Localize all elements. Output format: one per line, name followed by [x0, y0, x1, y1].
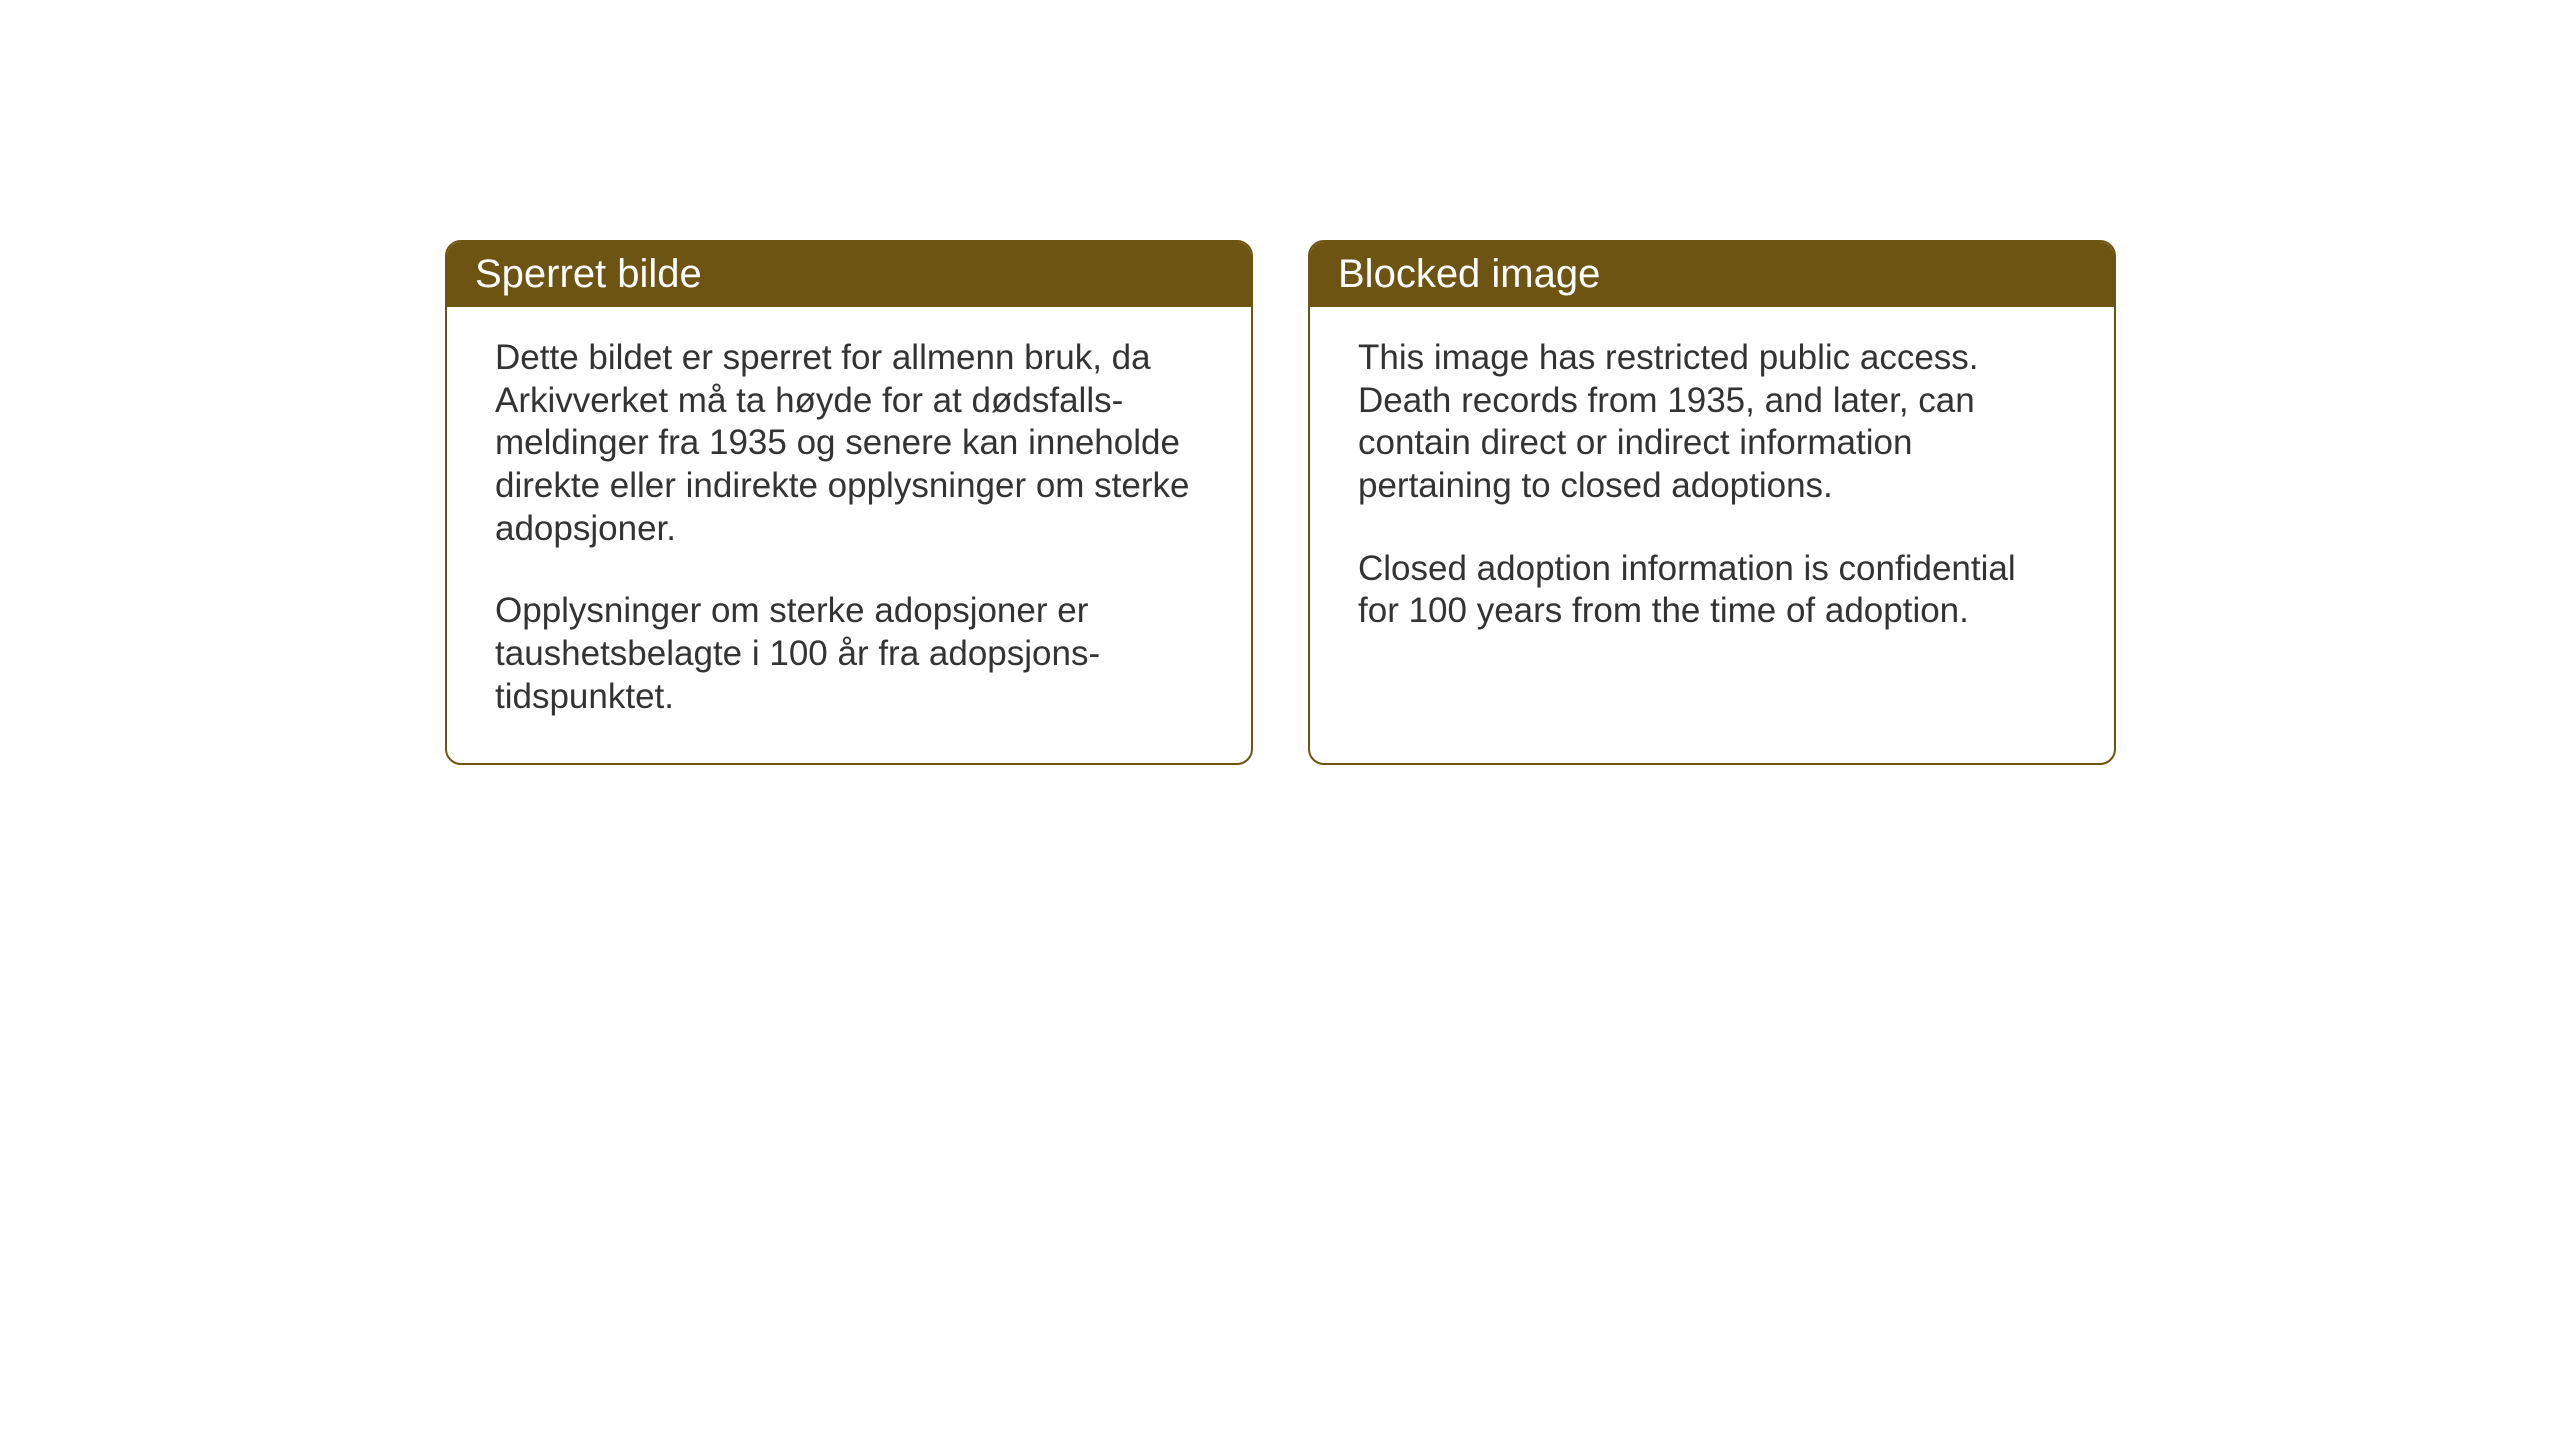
- norwegian-card-body: Dette bildet er sperret for allmenn bruk…: [447, 307, 1251, 763]
- cards-container: Sperret bilde Dette bildet er sperret fo…: [445, 240, 2116, 765]
- norwegian-card-title: Sperret bilde: [447, 242, 1251, 307]
- english-para-1: This image has restricted public access.…: [1358, 337, 2066, 508]
- english-para-2: Closed adoption information is confident…: [1358, 548, 2066, 633]
- norwegian-para-2: Opplysninger om sterke adopsjoner er tau…: [495, 590, 1203, 718]
- norwegian-card: Sperret bilde Dette bildet er sperret fo…: [445, 240, 1253, 765]
- norwegian-para-1: Dette bildet er sperret for allmenn bruk…: [495, 337, 1203, 550]
- english-card-body: This image has restricted public access.…: [1310, 307, 2114, 677]
- english-card: Blocked image This image has restricted …: [1308, 240, 2116, 765]
- english-card-title: Blocked image: [1310, 242, 2114, 307]
